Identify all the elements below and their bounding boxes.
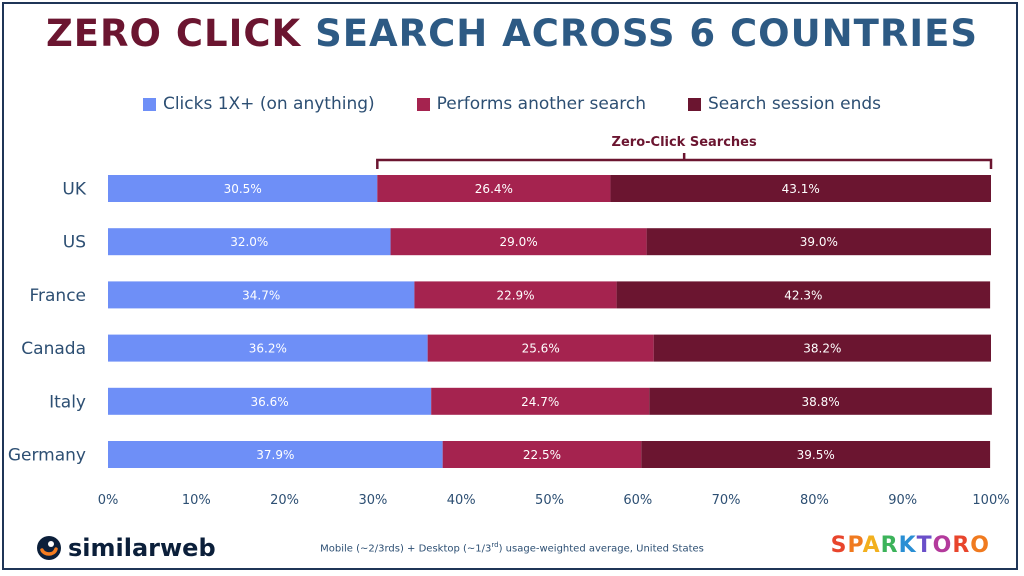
x-tick-label: 80% (800, 493, 829, 508)
chart-frame (2, 2, 1018, 570)
bar-segment (610, 175, 991, 202)
bar-segment (108, 387, 432, 415)
sparktoro-letter: P (847, 533, 863, 558)
sparktoro-logo: SPARKTORO (831, 533, 990, 558)
data-label: 32.0% (230, 235, 268, 249)
bar-segment (108, 334, 428, 362)
similarweb-logo: similarweb (36, 534, 216, 562)
sparktoro-letter: K (898, 533, 917, 558)
bar-segment (653, 334, 991, 362)
zero-click-annotation: Zero-Click Searches (612, 135, 757, 150)
x-tick-label: 10% (182, 493, 211, 508)
chart-title: ZERO CLICK SEARCH ACROSS 6 COUNTRIES (0, 12, 1024, 55)
legend-swatch-clicks (142, 97, 156, 111)
bar-segment (646, 228, 991, 256)
data-label: 30.5% (224, 182, 262, 196)
data-label: 38.8% (802, 395, 840, 409)
data-label: 39.5% (797, 448, 835, 462)
x-tick-label: 40% (447, 493, 476, 508)
x-tick-label: 100% (972, 493, 1009, 508)
legend-swatch-another-search (416, 97, 430, 111)
sparktoro-letter: R (952, 533, 971, 558)
data-label: 38.2% (803, 342, 841, 356)
x-tick-label: 70% (712, 493, 741, 508)
title-part-1: ZERO CLICK (45, 12, 302, 55)
legend-item-clicks: Clicks 1X+ (on anything) (142, 94, 375, 114)
data-label: 29.0% (500, 235, 538, 249)
sparktoro-letter: S (830, 533, 848, 558)
sparktoro-letter: O (970, 533, 990, 558)
bar-segment (427, 334, 654, 362)
bar-segment (108, 441, 443, 468)
x-tick-label: 0% (98, 493, 119, 508)
footnote-superscript: rd (491, 541, 499, 549)
legend-item-session-ends: Search session ends (688, 94, 881, 114)
footnote-part-b: ) usage-weighted average, United States (498, 543, 704, 555)
category-label: US (63, 233, 86, 253)
footnote-part-a: Mobile (~2/3rds) + Desktop (~1/3 (320, 543, 492, 555)
data-label: 36.6% (251, 395, 289, 409)
data-label: 24.7% (521, 395, 559, 409)
bar-segment (649, 387, 992, 415)
data-label: 42.3% (784, 288, 822, 302)
x-tick-label: 90% (888, 493, 917, 508)
bar-segment (641, 441, 991, 468)
x-tick-label: 30% (358, 493, 387, 508)
bar-segment (414, 281, 617, 309)
sparktoro-letter: T (916, 533, 933, 558)
category-label: UK (62, 180, 86, 200)
bar-segment (108, 281, 415, 309)
title-part-2: SEARCH ACROSS 6 COUNTRIES (315, 12, 979, 55)
bar-segment (377, 175, 611, 202)
data-label: 25.6% (522, 342, 560, 356)
category-label: Italy (49, 392, 86, 412)
bar-segment (108, 175, 378, 202)
x-tick-label: 20% (270, 493, 299, 508)
category-label: Germany (8, 446, 86, 466)
legend-label-clicks: Clicks 1X+ (on anything) (162, 94, 375, 114)
data-label: 36.2% (249, 342, 287, 356)
bar-segment (616, 281, 991, 309)
category-label: Canada (21, 339, 86, 359)
data-label: 22.9% (496, 288, 534, 302)
legend-item-another-search: Performs another search (416, 94, 647, 114)
legend-label-session-ends: Search session ends (708, 94, 882, 114)
similarweb-logo-text: similarweb (68, 534, 216, 562)
sparktoro-letter: A (862, 533, 881, 558)
bar-segment (431, 387, 650, 415)
similarweb-icon (37, 536, 61, 560)
data-label: 26.4% (475, 182, 513, 196)
data-label: 39.0% (800, 235, 838, 249)
footnote: Mobile (~2/3rds) + Desktop (~1/3rd) usag… (0, 541, 1024, 554)
zero-click-bracket (376, 158, 993, 169)
legend-swatch-session-ends (688, 97, 702, 111)
bar-segment (442, 441, 642, 468)
x-tick-label: 60% (623, 493, 652, 508)
sparktoro-letter: O (932, 533, 953, 558)
bar-segment (390, 228, 647, 256)
legend-label-another-search: Performs another search (436, 94, 647, 114)
bar-segment (108, 228, 391, 256)
sparktoro-letter: R (880, 533, 899, 558)
data-label: 37.9% (256, 448, 294, 462)
data-label: 34.7% (242, 288, 280, 302)
x-tick-label: 50% (535, 493, 564, 508)
data-label: 43.1% (782, 182, 820, 196)
data-label: 22.5% (523, 448, 561, 462)
category-label: France (29, 286, 86, 306)
legend: Clicks 1X+ (on anything) Performs anothe… (0, 94, 1024, 114)
